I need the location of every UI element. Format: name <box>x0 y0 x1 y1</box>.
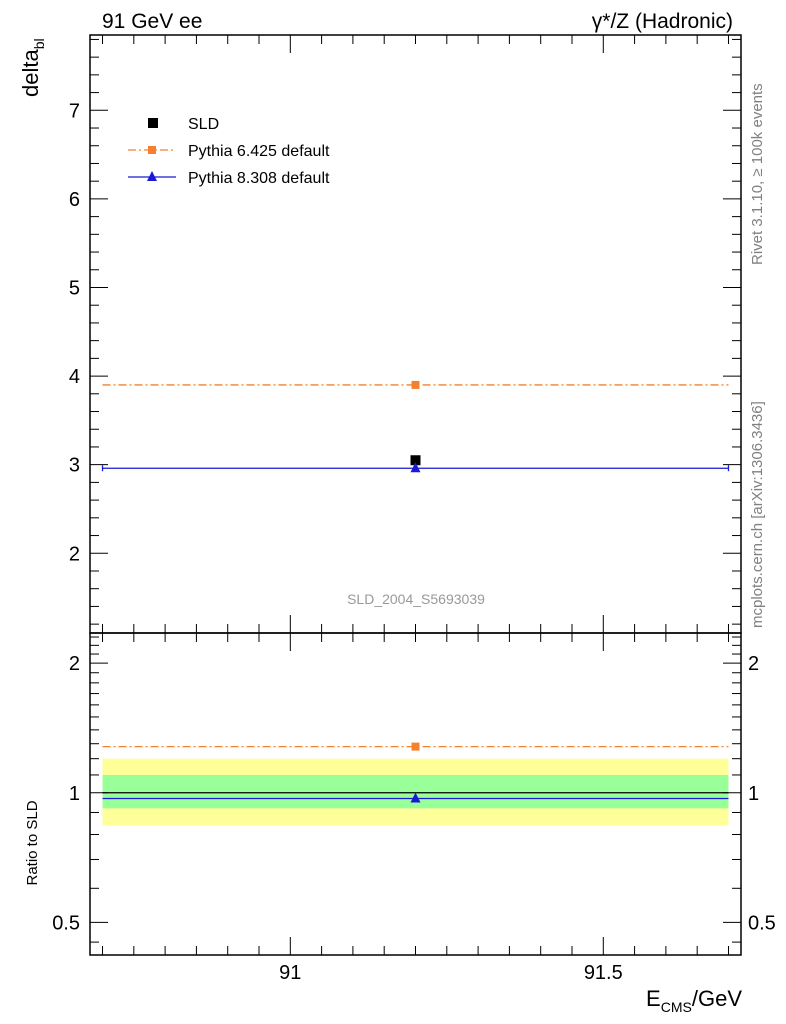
ratio-pythia8-point <box>410 792 421 803</box>
rivet-version-label: Rivet 3.1.10, ≥ 100k events <box>749 83 766 265</box>
header-left-label: 91 GeV ee <box>102 10 202 33</box>
main-y-tick-label: 2 <box>69 543 80 565</box>
ratio-y-tick-label-left: 2 <box>69 653 80 675</box>
ratio-y-axis-label: Ratio to SLD <box>24 800 41 885</box>
header-right-label: γ*/Z (Hadronic) <box>592 10 733 33</box>
main-y-axis-label: deltabl <box>18 38 47 97</box>
main-y-tick-label: 7 <box>69 100 80 122</box>
ratio-y-tick-label-right: 2 <box>748 653 759 675</box>
legend-label-pythia8: Pythia 8.308 default <box>188 170 330 187</box>
legend-label-pythia6: Pythia 6.425 default <box>188 143 330 160</box>
x-tick-label: 91.5 <box>584 962 623 984</box>
x-axis-label-unit: /GeV <box>692 986 742 1011</box>
main-y-tick-label: 6 <box>69 189 80 211</box>
legend: SLD Pythia 6.425 default Pythia 8.308 de… <box>128 116 330 187</box>
analysis-label: SLD_2004_S5693039 <box>347 591 485 607</box>
main-y-tick-label: 4 <box>69 366 80 388</box>
ratio-y-tick-label-right: 1 <box>748 783 759 805</box>
legend-marker-pythia6 <box>148 146 156 154</box>
legend-marker-pythia8 <box>147 171 157 181</box>
sld-data-point <box>410 455 421 466</box>
background-layer <box>102 758 729 826</box>
ratio-y-tick-label-left: 0.5 <box>52 912 80 934</box>
main-y-axis-label-sub: bl <box>31 38 47 49</box>
x-tick-label: 91 <box>279 962 301 984</box>
mcplots-label: mcplots.cern.ch [arXiv:1306.3436] <box>749 401 766 628</box>
pythia6-point <box>411 380 420 389</box>
ratio-panel-frame <box>89 632 742 956</box>
pythia8-point <box>410 462 421 473</box>
legend-marker-sld <box>148 118 158 128</box>
main-y-tick-label: 3 <box>69 455 80 477</box>
series-layer <box>101 380 730 803</box>
ticks-layer: 2 3 4 5 6 7 91 91.5 0.5 0.5 1 1 2 2 <box>52 35 776 984</box>
x-axis-label: ECMS/GeV <box>646 986 742 1015</box>
main-y-tick-label: 5 <box>69 277 80 299</box>
x-axis-label-main: E <box>646 986 661 1011</box>
ratio-y-tick-label-left: 1 <box>69 783 80 805</box>
main-y-axis-label-main: delta <box>18 49 43 97</box>
ratio-y-tick-label-right: 0.5 <box>748 912 776 934</box>
legend-label-sld: SLD <box>188 116 219 133</box>
ratio-inner-band <box>102 774 729 809</box>
x-axis-label-sub: CMS <box>661 999 692 1015</box>
ratio-pythia6-point <box>411 742 420 751</box>
